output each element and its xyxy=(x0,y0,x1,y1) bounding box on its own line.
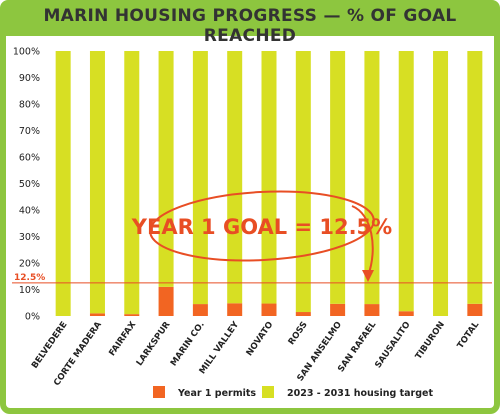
callout-arrowhead xyxy=(362,270,374,282)
y-tick-label: 60% xyxy=(19,153,40,164)
bar-housing-target xyxy=(433,51,449,316)
y-tick-label: 20% xyxy=(19,259,40,270)
title-bar xyxy=(0,0,500,36)
y-tick-label: 50% xyxy=(19,179,40,190)
x-category-label: BELVEDERE xyxy=(30,320,70,371)
x-category-label: NOVATO xyxy=(245,320,276,358)
y-tick-label: 30% xyxy=(19,232,40,243)
bar-year1-permits xyxy=(227,303,243,316)
bar-year1-permits xyxy=(124,314,140,316)
callout-arrow xyxy=(351,205,374,277)
bar-year1-permits xyxy=(192,304,208,316)
legend-label-target: 2023 - 2031 housing target xyxy=(287,388,433,399)
y-tick-label: 80% xyxy=(19,100,40,111)
y-tick-label: 40% xyxy=(19,206,40,217)
goal-reference-label: 12.5% xyxy=(14,273,45,283)
y-tick-label: 10% xyxy=(19,285,40,296)
bar-year1-permits xyxy=(261,303,277,316)
bar-housing-target xyxy=(364,51,380,305)
y-tick-label: 0% xyxy=(25,312,40,323)
x-category-label: FAIRFAX xyxy=(107,320,138,358)
x-category-label: TIBURON xyxy=(414,320,447,362)
x-category-label: TOTAL xyxy=(456,320,482,351)
bar-housing-target xyxy=(55,51,71,316)
bar-year1-permits xyxy=(295,312,311,316)
x-category-label: SAUSALITO xyxy=(373,320,412,370)
y-tick-label: 70% xyxy=(19,126,40,137)
bar-year1-permits xyxy=(398,311,414,316)
bar-housing-target xyxy=(124,51,140,315)
bar-housing-target xyxy=(227,51,243,304)
chart-title: MARIN HOUSING PROGRESS — % OF GOAL REACH… xyxy=(43,6,457,46)
bar-housing-target xyxy=(295,51,311,313)
legend-label-permits: Year 1 permits xyxy=(177,388,256,399)
bar-year1-permits xyxy=(364,304,380,316)
bar-year1-permits xyxy=(89,313,105,316)
bar-housing-target xyxy=(261,51,277,304)
bar-housing-target xyxy=(192,51,208,305)
x-category-label: LARKSPUR xyxy=(135,320,173,368)
y-tick-label: 90% xyxy=(19,73,40,84)
bar-housing-target xyxy=(89,51,105,314)
callout-ellipse xyxy=(149,190,375,262)
bar-housing-target xyxy=(398,51,414,312)
bar-housing-target xyxy=(158,51,174,287)
bar-year1-permits xyxy=(158,286,174,316)
legend-swatch-permits xyxy=(153,386,165,398)
bar-year1-permits xyxy=(330,303,346,316)
bar-year1-permits xyxy=(467,303,483,316)
callout-annotation: YEAR 1 GOAL = 12.5% xyxy=(131,215,392,239)
bar-housing-target xyxy=(330,51,346,304)
x-category-label: MARIN CO. xyxy=(169,320,207,368)
bar-housing-target xyxy=(467,51,483,304)
legend-swatch-target xyxy=(262,386,274,398)
x-category-label: ROSS xyxy=(287,320,310,347)
y-tick-label: 100% xyxy=(13,47,40,58)
